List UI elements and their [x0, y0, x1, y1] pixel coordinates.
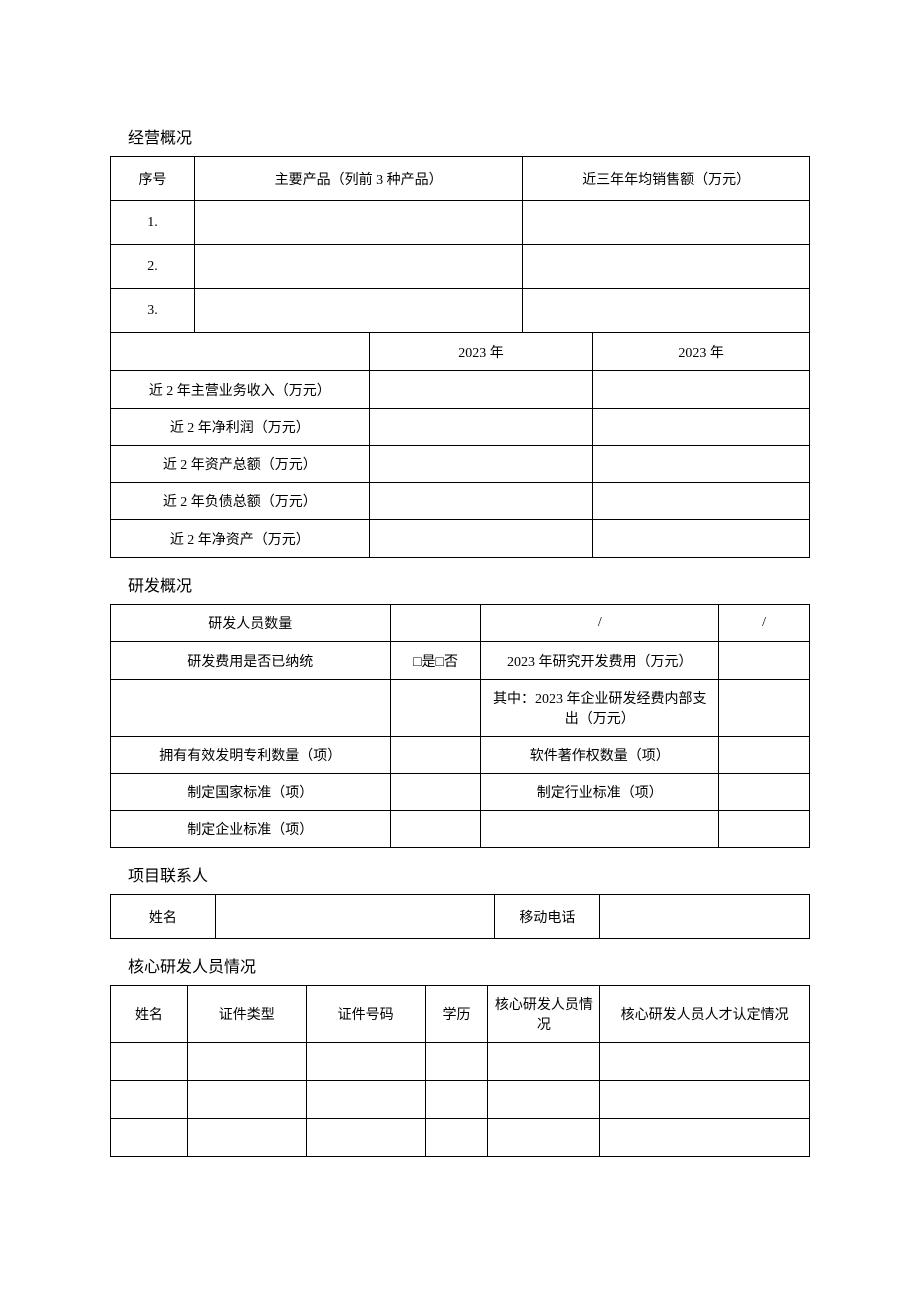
metric-label: 近 2 年净利润（万元）	[111, 409, 370, 446]
year-col1: 2023 年	[369, 333, 593, 371]
metric-v1	[369, 371, 593, 409]
metric-v2	[593, 520, 810, 558]
row-product	[194, 201, 523, 245]
core-cell	[600, 1043, 810, 1081]
core-cell	[600, 1119, 810, 1157]
core-cell	[425, 1043, 488, 1081]
rd-v1	[390, 605, 481, 642]
core-cell	[488, 1081, 600, 1119]
section-title-core: 核心研发人员情况	[128, 953, 810, 977]
metric-label: 近 2 年净资产（万元）	[111, 520, 370, 558]
rd-v2: 其中：2023 年企业研发经费内部支出（万元）	[481, 680, 719, 737]
core-cell	[306, 1081, 425, 1119]
row-no: 3.	[111, 289, 195, 333]
table-rd: 研发人员数量 / / 研发费用是否已纳统 □是□否 2023 年研究开发费用（万…	[110, 604, 810, 848]
rd-v2: 软件著作权数量（项）	[481, 737, 719, 774]
rd-v3	[719, 811, 810, 848]
section-title-business: 经营概况	[128, 124, 810, 148]
row-product	[194, 245, 523, 289]
table-contact: 姓名 移动电话	[110, 894, 810, 939]
metric-label: 近 2 年资产总额（万元）	[111, 446, 370, 483]
core-h-edu: 学历	[425, 986, 488, 1043]
metric-v1	[369, 446, 593, 483]
rd-v2: 2023 年研究开发费用（万元）	[481, 642, 719, 680]
contact-name-label: 姓名	[111, 895, 216, 939]
rd-label: 制定企业标准（项）	[111, 811, 391, 848]
rd-v1	[390, 680, 481, 737]
rd-v3	[719, 642, 810, 680]
year-blank	[111, 333, 370, 371]
row-sales	[523, 245, 810, 289]
row-sales	[523, 201, 810, 245]
year-col2: 2023 年	[593, 333, 810, 371]
core-cell	[488, 1043, 600, 1081]
contact-name-value	[215, 895, 495, 939]
rd-label	[111, 680, 391, 737]
rd-v2: /	[481, 605, 719, 642]
row-no: 1.	[111, 201, 195, 245]
row-no: 2.	[111, 245, 195, 289]
metric-v1	[369, 520, 593, 558]
contact-phone-value	[600, 895, 810, 939]
rd-v1	[390, 737, 481, 774]
header-sales: 近三年年均销售额（万元）	[523, 157, 810, 201]
section-title-rd: 研发概况	[128, 572, 810, 596]
rd-label: 研发费用是否已纳统	[111, 642, 391, 680]
rd-v1	[390, 774, 481, 811]
table-core: 姓名 证件类型 证件号码 学历 核心研发人员情况 核心研发人员人才认定情况	[110, 985, 810, 1157]
rd-label: 拥有有效发明专利数量（项）	[111, 737, 391, 774]
core-cell	[306, 1119, 425, 1157]
table-business: 序号 主要产品（列前 3 种产品） 近三年年均销售额（万元） 1. 2. 3. …	[110, 156, 810, 558]
rd-v2	[481, 811, 719, 848]
core-h-name: 姓名	[111, 986, 188, 1043]
core-cell	[111, 1119, 188, 1157]
rd-label: 制定国家标准（项）	[111, 774, 391, 811]
rd-v2: 制定行业标准（项）	[481, 774, 719, 811]
rd-v3	[719, 737, 810, 774]
rd-v3: /	[719, 605, 810, 642]
core-cell	[488, 1119, 600, 1157]
metric-v2	[593, 446, 810, 483]
metric-v2	[593, 409, 810, 446]
core-cell	[187, 1119, 306, 1157]
header-no: 序号	[111, 157, 195, 201]
core-cell	[600, 1081, 810, 1119]
core-cell	[425, 1119, 488, 1157]
rd-v1	[390, 811, 481, 848]
section-title-contact: 项目联系人	[128, 862, 810, 886]
metric-v1	[369, 409, 593, 446]
rd-v3	[719, 680, 810, 737]
row-product	[194, 289, 523, 333]
core-cell	[111, 1081, 188, 1119]
core-h-idno: 证件号码	[306, 986, 425, 1043]
core-h-status: 核心研发人员情况	[488, 986, 600, 1043]
row-sales	[523, 289, 810, 333]
contact-phone-label: 移动电话	[495, 895, 600, 939]
metric-label: 近 2 年主营业务收入（万元）	[111, 371, 370, 409]
metric-v2	[593, 371, 810, 409]
core-cell	[111, 1043, 188, 1081]
metric-label: 近 2 年负债总额（万元）	[111, 483, 370, 520]
rd-label: 研发人员数量	[111, 605, 391, 642]
core-cell	[425, 1081, 488, 1119]
rd-v3	[719, 774, 810, 811]
core-cell	[306, 1043, 425, 1081]
metric-v2	[593, 483, 810, 520]
rd-v1: □是□否	[390, 642, 481, 680]
metric-v1	[369, 483, 593, 520]
header-product: 主要产品（列前 3 种产品）	[194, 157, 523, 201]
core-cell	[187, 1043, 306, 1081]
core-h-idtype: 证件类型	[187, 986, 306, 1043]
core-h-cert: 核心研发人员人才认定情况	[600, 986, 810, 1043]
core-cell	[187, 1081, 306, 1119]
